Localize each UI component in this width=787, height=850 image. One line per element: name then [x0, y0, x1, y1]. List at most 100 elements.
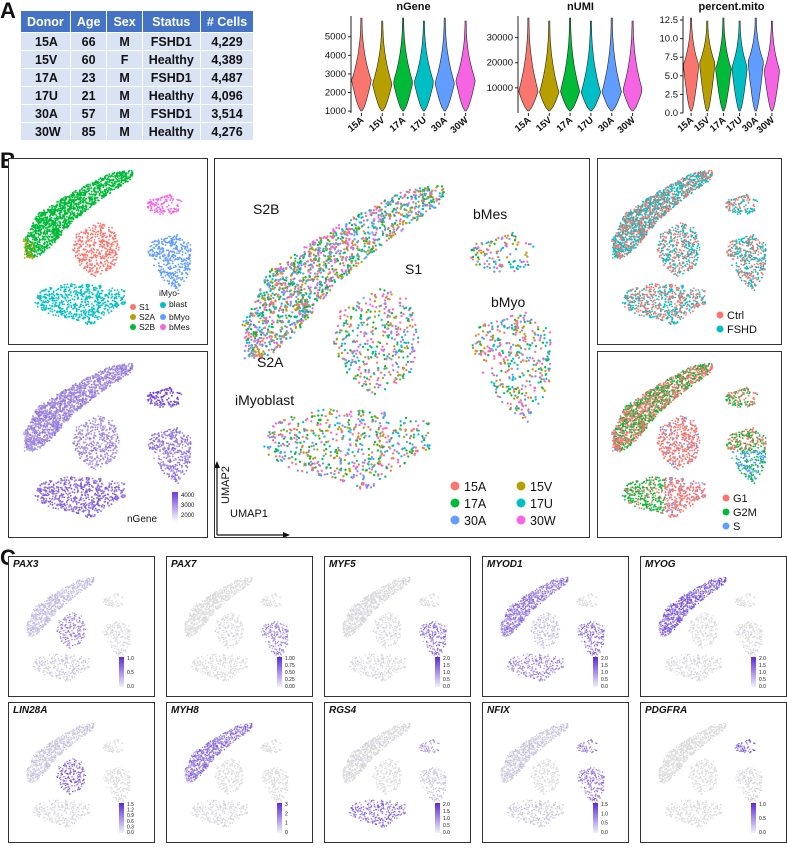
cell-point — [36, 431, 38, 434]
cell-point — [100, 297, 102, 300]
cell-point — [84, 232, 87, 235]
cell-point — [80, 451, 83, 454]
cell-point — [40, 299, 43, 302]
cell-point — [107, 308, 109, 311]
cell-point — [57, 201, 59, 203]
cell-point — [121, 301, 124, 303]
cell-point — [37, 215, 40, 218]
cell-point — [55, 419, 58, 422]
cell-point — [99, 265, 102, 268]
cell-point — [72, 442, 75, 445]
table-cell: Healthy — [141, 122, 201, 141]
cell-point — [68, 289, 70, 292]
ngene-points — [22, 362, 192, 518]
cell-point — [91, 200, 93, 203]
cell-point — [42, 438, 45, 441]
cell-point — [117, 378, 120, 381]
cell-point — [181, 272, 183, 274]
cell-point — [42, 221, 45, 223]
cell-point — [107, 449, 110, 452]
cell-point — [69, 206, 72, 209]
cell-point — [94, 236, 97, 238]
cell-point — [93, 181, 96, 184]
cell-point — [92, 256, 95, 259]
cell-point — [39, 238, 42, 241]
table-header-cell: Donor — [20, 10, 71, 33]
cell-point — [62, 206, 64, 209]
cell-point — [114, 180, 117, 183]
cell-point — [131, 367, 133, 369]
violin-y-tick-label: 10.0 — [660, 34, 679, 45]
cell-point — [75, 191, 77, 193]
cell-point — [67, 210, 70, 213]
cell-point — [81, 300, 83, 303]
cell-point — [55, 304, 58, 307]
violin-17A — [560, 17, 581, 112]
cell-point — [94, 233, 97, 236]
cell-point — [98, 285, 100, 287]
cell-point — [93, 230, 95, 233]
cell-point — [48, 246, 51, 249]
cell-point — [103, 189, 106, 191]
cell-point — [158, 206, 161, 209]
table-row: 15A 66 M FSHD1 4,229 — [20, 32, 255, 51]
cell-point — [181, 266, 184, 269]
cell-point — [60, 301, 62, 304]
cell-point — [96, 426, 99, 429]
cell-point — [114, 300, 117, 303]
cell-point — [98, 444, 101, 446]
cell-point — [55, 301, 57, 304]
cell-point — [67, 201, 70, 204]
cell-point — [41, 431, 44, 434]
cell-point — [80, 455, 83, 458]
cell-point — [31, 445, 34, 448]
cell-point — [101, 462, 103, 465]
cell-point — [166, 273, 169, 276]
cell-point — [69, 291, 72, 294]
cell-point — [48, 218, 51, 221]
cell-point — [108, 311, 110, 314]
cell-point — [72, 205, 75, 207]
cell-point — [106, 245, 109, 247]
cell-point — [73, 197, 76, 199]
cell-point — [99, 425, 102, 427]
table-cell: FSHD1 — [141, 32, 201, 51]
cell-point — [177, 283, 180, 285]
cell-point — [58, 203, 61, 205]
cell-point — [122, 375, 124, 378]
cell-point — [43, 402, 45, 405]
cell-point — [93, 437, 95, 440]
cell-point — [41, 404, 43, 407]
cell-point — [92, 459, 94, 462]
cell-point — [158, 264, 160, 267]
cell-point — [62, 300, 65, 303]
cell-point — [69, 399, 72, 402]
cell-point — [89, 422, 92, 425]
cell-point — [112, 175, 114, 178]
cell-point — [86, 237, 89, 239]
cell-point — [72, 307, 75, 310]
cell-point — [63, 416, 66, 419]
cell-point — [107, 256, 110, 259]
cell-point — [67, 418, 70, 420]
cell-point — [95, 268, 98, 270]
cell-point — [152, 202, 154, 205]
cell-point — [43, 418, 45, 421]
cell-point — [36, 435, 39, 438]
cell-point — [90, 202, 93, 205]
cell-point — [80, 406, 83, 409]
cell-point — [95, 424, 97, 427]
cell-point — [104, 448, 106, 451]
cell-point — [83, 196, 86, 199]
cell-point — [98, 385, 101, 388]
cell-point — [63, 303, 65, 306]
cell-point — [111, 299, 114, 302]
cell-point — [127, 365, 130, 367]
cell-point — [109, 439, 111, 442]
cell-point — [37, 434, 39, 436]
cell-point — [176, 203, 179, 206]
cell-point — [99, 177, 102, 179]
cell-point — [65, 299, 68, 302]
cell-point — [89, 449, 91, 452]
